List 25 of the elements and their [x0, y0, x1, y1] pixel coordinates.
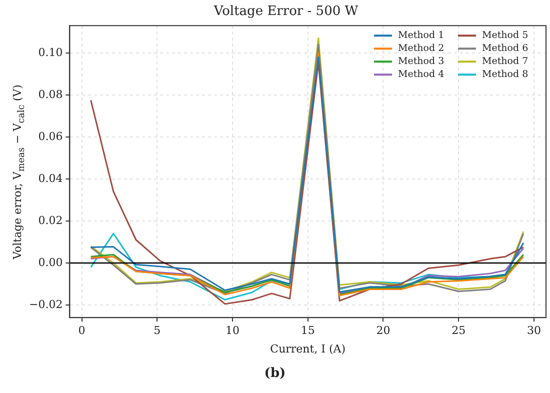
x-tick-label: 30 [526, 324, 541, 338]
y-tick-label: 0.02 [38, 214, 63, 227]
x-axis-title: Current, I (A) [270, 342, 346, 356]
x-tick-label: 15 [300, 324, 315, 338]
legend-label: Method 1 [398, 30, 444, 42]
x-tick-label: 25 [452, 324, 466, 338]
y-tick-label: 0.10 [38, 46, 63, 59]
x-tick-label: 10 [225, 324, 240, 338]
y-tick-label: 0.08 [38, 88, 63, 101]
legend-label: Method 8 [482, 69, 528, 80]
x-tick-label: 0 [78, 324, 86, 338]
legend-label: Method 6 [482, 43, 528, 54]
x-tick-label: 5 [154, 324, 161, 338]
text: (b) [263, 366, 287, 381]
legend-label: Method 4 [398, 69, 444, 80]
legend-label: Method 5 [482, 30, 528, 42]
legend-label: Method 7 [482, 56, 528, 68]
y-tick-label: −0.02 [28, 298, 63, 311]
legend-label: Method 2 [398, 43, 444, 54]
y-tick-label: 0.04 [38, 172, 63, 185]
legend-label: Method 3 [398, 56, 444, 68]
chart-title: Voltage Error - 500 W [212, 4, 359, 20]
x-tick-label: 20 [376, 324, 390, 338]
y-tick-label: 0.06 [38, 130, 63, 143]
y-tick-label: 0.00 [38, 256, 63, 269]
